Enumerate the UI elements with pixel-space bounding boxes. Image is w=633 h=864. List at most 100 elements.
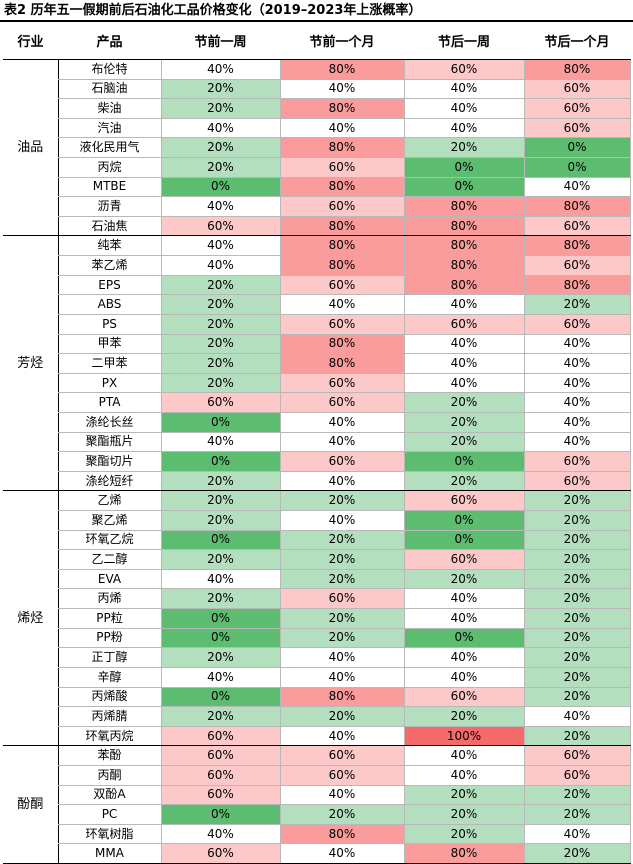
probability-cell: 0% xyxy=(160,411,281,433)
table-row: PP粒 0% 20% 40% 20% xyxy=(3,608,631,629)
probability-cell: 40% xyxy=(523,706,631,727)
table-row: PS 20% 60% 60% 60% xyxy=(3,313,631,335)
probability-cell: 0% xyxy=(160,451,281,472)
probability-cell: 20% xyxy=(523,784,631,806)
product-cell: 甲苯 xyxy=(57,333,162,355)
probability-cell: 0% xyxy=(160,627,281,649)
probability-cell: 20% xyxy=(403,784,525,806)
table-body: 油品 布伦特 40% 80% 60% 80% 石脑油 20% 40% 40% 60% 柴油 20% 80%… xyxy=(3,59,631,864)
probability-cell: 0% xyxy=(160,608,281,629)
table-row: 丙烯 20% 60% 40% 20% xyxy=(3,588,631,610)
product-cell: 聚乙烯 xyxy=(57,510,162,531)
product-cell: MTBE xyxy=(57,176,162,198)
probability-cell: 60% xyxy=(279,764,405,786)
probability-cell: 0% xyxy=(403,451,525,472)
product-cell: EVA xyxy=(57,568,162,590)
probability-cell: 80% xyxy=(279,823,405,845)
probability-cell: 0% xyxy=(523,157,631,178)
table-row: 石油焦 60% 80% 80% 60% xyxy=(3,215,631,237)
product-cell: 柴油 xyxy=(57,98,162,119)
table-row: 涤纶短纤 20% 40% 20% 60% xyxy=(3,470,631,492)
industry-cell: 酚酮 xyxy=(3,745,58,864)
probability-cell: 20% xyxy=(523,294,631,315)
probability-cell: 20% xyxy=(279,568,405,590)
probability-cell: 40% xyxy=(160,117,281,139)
product-cell: PP粉 xyxy=(57,627,162,649)
probability-cell: 40% xyxy=(403,353,525,374)
product-cell: 液化民用气 xyxy=(57,137,162,159)
probability-cell: 40% xyxy=(403,666,525,688)
probability-cell: 20% xyxy=(403,137,525,159)
probability-cell: 20% xyxy=(160,157,281,178)
probability-cell: 60% xyxy=(523,745,631,766)
probability-cell: 40% xyxy=(523,392,631,413)
product-cell: 沥青 xyxy=(57,196,162,217)
probability-cell: 40% xyxy=(279,117,405,139)
probability-cell: 20% xyxy=(523,608,631,629)
probability-cell: 80% xyxy=(403,196,525,217)
probability-cell: 80% xyxy=(403,235,525,257)
probability-cell: 40% xyxy=(160,235,281,257)
probability-cell: 40% xyxy=(279,411,405,433)
table-row: 丙烷 20% 60% 0% 0% xyxy=(3,157,631,178)
probability-cell: 0% xyxy=(403,627,525,649)
probability-cell: 60% xyxy=(523,117,631,139)
probability-cell: 60% xyxy=(279,313,405,335)
product-cell: 涤纶短纤 xyxy=(57,470,162,492)
product-cell: 石油焦 xyxy=(57,215,162,237)
table-title: 表2 历年五一假期前后石油化工品价格变化（2019–2023年上涨概率） xyxy=(0,0,633,22)
industry-cell: 油品 xyxy=(3,59,58,237)
probability-cell: 40% xyxy=(403,745,525,766)
probability-cell: 40% xyxy=(403,372,525,394)
probability-cell: 80% xyxy=(279,686,405,708)
table-row: 丙烯酸 0% 80% 60% 20% xyxy=(3,686,631,708)
header-product: 产品 xyxy=(58,22,161,60)
product-cell: 涤纶长丝 xyxy=(57,411,162,433)
product-cell: PP粒 xyxy=(57,608,162,629)
probability-cell: 20% xyxy=(523,725,631,747)
product-cell: ABS xyxy=(57,294,162,315)
probability-cell: 20% xyxy=(279,529,405,551)
probability-cell: 60% xyxy=(279,274,405,296)
header-week-before: 节前一周 xyxy=(161,22,280,60)
probability-cell: 20% xyxy=(160,294,281,315)
probability-cell: 40% xyxy=(279,647,405,668)
probability-cell: 20% xyxy=(160,510,281,531)
product-cell: 聚酯瓶片 xyxy=(57,431,162,453)
table-row: 环氧树脂 40% 80% 20% 40% xyxy=(3,823,631,845)
table-row: 聚酯切片 0% 60% 0% 60% xyxy=(3,451,631,472)
probability-cell: 20% xyxy=(403,804,525,825)
probability-cell: 40% xyxy=(279,431,405,453)
probability-cell: 60% xyxy=(523,470,631,492)
probability-cell: 20% xyxy=(403,706,525,727)
probability-cell: 60% xyxy=(160,392,281,413)
product-cell: PTA xyxy=(57,392,162,413)
probability-cell: 0% xyxy=(523,137,631,159)
probability-cell: 40% xyxy=(279,843,405,864)
table-row: 液化民用气 20% 80% 20% 0% xyxy=(3,137,631,159)
probability-cell: 20% xyxy=(160,372,281,394)
probability-cell: 60% xyxy=(279,745,405,766)
probability-cell: 20% xyxy=(403,470,525,492)
table-row: 柴油 20% 80% 40% 60% xyxy=(3,98,631,119)
product-cell: PS xyxy=(57,313,162,335)
probability-cell: 60% xyxy=(403,686,525,708)
probability-cell: 40% xyxy=(160,823,281,845)
probability-cell: 60% xyxy=(279,372,405,394)
probability-cell: 80% xyxy=(523,235,631,257)
header-month-after: 节后一个月 xyxy=(524,22,630,60)
probability-cell: 20% xyxy=(523,627,631,649)
header-week-after: 节后一周 xyxy=(404,22,524,60)
probability-cell: 20% xyxy=(160,588,281,610)
table-row: 乙二醇 20% 20% 60% 20% xyxy=(3,549,631,570)
probability-cell: 20% xyxy=(403,411,525,433)
table-row: 酚酮 苯酚 60% 60% 40% 60% xyxy=(3,745,631,864)
probability-cell: 20% xyxy=(523,588,631,610)
probability-cell: 20% xyxy=(523,804,631,825)
table-row: EPS 20% 60% 80% 80% xyxy=(3,274,631,296)
probability-cell: 40% xyxy=(279,510,405,531)
probability-cell: 60% xyxy=(523,451,631,472)
header-row: 行业 产品 节前一周 节前一个月 节后一周 节后一个月 xyxy=(3,22,630,60)
table-row: 丙酮 60% 60% 40% 60% xyxy=(3,764,631,786)
product-cell: 丙烯 xyxy=(57,588,162,610)
